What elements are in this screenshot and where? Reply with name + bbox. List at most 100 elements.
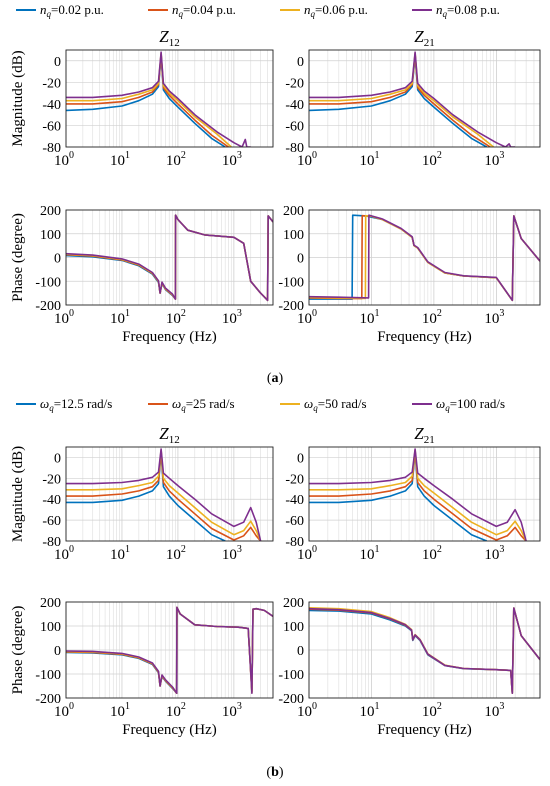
- y-tick-label: 100: [283, 228, 304, 243]
- y-tick-label: 100: [40, 620, 61, 635]
- x-tick-label: 102: [166, 308, 186, 327]
- y-tick-label: -60: [285, 514, 304, 529]
- axes-frame: [65, 446, 274, 542]
- y-tick-label: -20: [285, 76, 304, 91]
- y-tick-label: -200: [278, 299, 304, 314]
- y-tick-label: -40: [42, 98, 61, 113]
- y-tick-label: -20: [42, 472, 61, 487]
- legend-label: ωq=50 rad/s: [304, 396, 367, 413]
- legend-label: nq=0.02 p.u.: [40, 2, 104, 19]
- y-tick-label: 100: [283, 620, 304, 635]
- x-tick-label: 100: [54, 150, 74, 169]
- legend-label: ωq=25 rad/s: [172, 396, 235, 413]
- axes-frame: [65, 601, 274, 699]
- legend-label: nq=0.08 p.u.: [436, 2, 500, 19]
- series-line-3: [66, 606, 273, 695]
- x-tick-label: 100: [54, 701, 74, 720]
- y-tick-label: -200: [35, 692, 61, 707]
- x-tick-label: 102: [166, 701, 186, 720]
- x-tick-label: 100: [297, 544, 317, 563]
- y-tick-label: -20: [42, 76, 61, 91]
- y-tick-label: 0: [54, 252, 61, 267]
- x-tick-label: 101: [110, 701, 130, 720]
- x-tick-label: 103: [222, 308, 242, 327]
- x-tick-label: 101: [110, 308, 130, 327]
- chart-title: Z21: [414, 424, 434, 446]
- y-tick-label: -100: [278, 275, 304, 290]
- x-tick-label: 102: [166, 150, 186, 169]
- series-line-3: [309, 51, 516, 147]
- series-line-3: [66, 214, 273, 302]
- x-tick-label: 100: [54, 544, 74, 563]
- y-tick-label: -60: [42, 514, 61, 529]
- legend-label: ωq=100 rad/s: [436, 396, 505, 413]
- y-axis-label: Magnitude (dB): [10, 50, 26, 146]
- y-tick-label: 0: [297, 55, 304, 70]
- y-tick-label: -60: [42, 119, 61, 134]
- x-tick-label: 100: [297, 150, 317, 169]
- y-axis-label: Magnitude (dB): [10, 446, 26, 542]
- y-tick-label: -80: [42, 141, 61, 156]
- axes-frame: [308, 49, 541, 148]
- x-tick-label: 100: [297, 701, 317, 720]
- series-line-3: [66, 51, 251, 147]
- y-tick-label: 0: [54, 55, 61, 70]
- x-tick-label: 101: [359, 308, 379, 327]
- x-axis-label: Frequency (Hz): [122, 329, 217, 345]
- axes-frame: [65, 49, 274, 148]
- x-tick-label: 103: [222, 701, 242, 720]
- y-tick-label: -80: [42, 535, 61, 550]
- y-tick-label: 0: [297, 451, 304, 466]
- axes-frame: [65, 209, 274, 306]
- y-tick-label: -20: [285, 472, 304, 487]
- chart-title: Z12: [159, 27, 179, 49]
- legend-a: nq=0.02 p.u. nq=0.04 p.u. nq=0.06 p.u. nq=0…: [16, 2, 500, 19]
- x-tick-label: 101: [110, 544, 130, 563]
- y-tick-label: 0: [297, 252, 304, 267]
- y-axis-label: Phase (degree): [10, 606, 26, 695]
- x-axis-label: Frequency (Hz): [122, 722, 217, 738]
- x-tick-label: 100: [54, 308, 74, 327]
- x-axis-label: Frequency (Hz): [377, 722, 472, 738]
- x-tick-label: 103: [484, 701, 504, 720]
- y-tick-label: -100: [35, 275, 61, 290]
- y-tick-label: -40: [285, 98, 304, 113]
- y-tick-label: -40: [285, 493, 304, 508]
- panel-label-b: (b): [266, 765, 283, 780]
- series-line-3: [66, 448, 262, 541]
- x-tick-label: 101: [359, 701, 379, 720]
- series-line-3: [309, 214, 540, 302]
- y-tick-label: 0: [54, 644, 61, 659]
- axes-frame: [308, 446, 541, 542]
- x-tick-label: 103: [222, 150, 242, 169]
- y-tick-label: -100: [278, 668, 304, 683]
- y-tick-label: -40: [42, 493, 61, 508]
- y-tick-label: -80: [285, 535, 304, 550]
- y-tick-label: 200: [40, 204, 61, 219]
- x-tick-label: 103: [484, 544, 504, 563]
- x-axis-label: Frequency (Hz): [377, 329, 472, 345]
- x-tick-label: 103: [484, 150, 504, 169]
- x-tick-label: 101: [110, 150, 130, 169]
- x-tick-label: 103: [484, 308, 504, 327]
- legend-label: ωq=12.5 rad/s: [40, 396, 112, 413]
- x-tick-label: 103: [222, 544, 242, 563]
- axes-frame: [308, 209, 541, 306]
- chart-title: Z12: [159, 424, 179, 446]
- series-line-3: [309, 448, 527, 541]
- legend-b: ωq=12.5 rad/s ωq=25 rad/s ωq=50 rad/s ωq=10…: [16, 396, 505, 413]
- series-line-1: [66, 450, 262, 541]
- legend-label: nq=0.04 p.u.: [172, 2, 236, 19]
- y-tick-label: 0: [54, 451, 61, 466]
- y-tick-label: 200: [283, 596, 304, 611]
- y-tick-label: 0: [297, 644, 304, 659]
